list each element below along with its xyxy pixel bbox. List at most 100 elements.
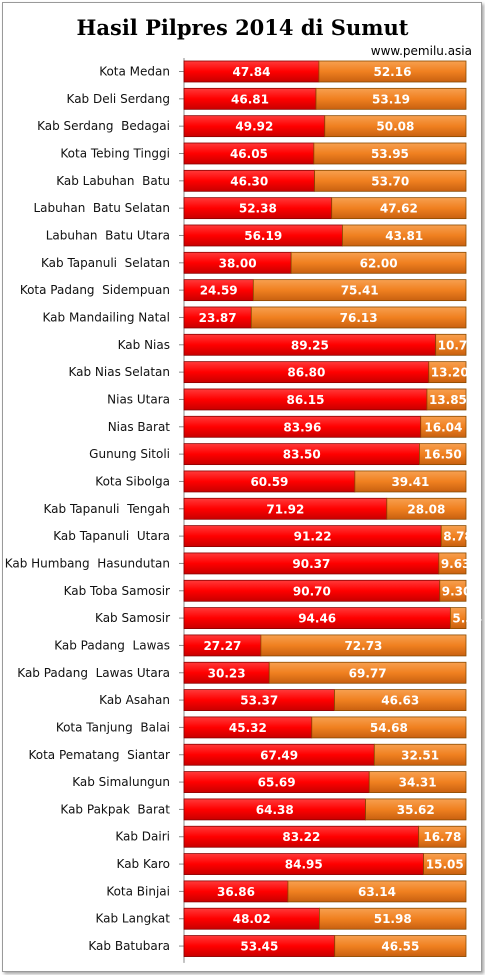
bar-segment-b: [331, 197, 467, 220]
data-label-b: 13.20: [431, 366, 469, 380]
category-label: Kab Padang Lawas Utara: [17, 666, 170, 680]
data-label-a: 64.38: [256, 803, 294, 817]
data-label-a: 27.27: [203, 639, 241, 653]
bar-segment-b: [314, 169, 467, 192]
data-label-b: 62.00: [360, 256, 398, 270]
category-label: Kab Pakpak Barat: [60, 802, 170, 816]
data-label-b: 43.81: [385, 229, 423, 243]
category-label: Kota Pematang Siantar: [28, 748, 170, 762]
category-label: Kab Tapanuli Tengah: [44, 502, 170, 516]
data-label-a: 90.37: [292, 557, 330, 571]
data-label-b: 16.04: [424, 420, 462, 434]
data-label-b: 34.31: [399, 776, 437, 790]
category-label: Kab Padang Lawas: [54, 638, 170, 652]
category-label: Kab Toba Samosir: [64, 584, 170, 598]
data-label-b: 5.54: [452, 612, 482, 626]
data-label-b: 39.41: [391, 475, 429, 489]
bar-segment-b: [250, 306, 467, 329]
category-label: Nias Barat: [108, 420, 171, 434]
data-label-a: 46.81: [231, 92, 269, 106]
data-label-b: 9.63: [441, 557, 471, 571]
category-label: Kota Sibolga: [95, 474, 170, 488]
bar-segment-b: [287, 880, 467, 903]
category-label: Kab Dairi: [115, 830, 170, 844]
bar-segment-b: [365, 798, 467, 821]
data-label-a: 38.00: [219, 256, 257, 270]
category-label: Kab Karo: [117, 857, 170, 871]
data-label-a: 56.19: [244, 229, 282, 243]
data-label-a: 67.49: [260, 748, 298, 762]
bar-segment-b: [420, 415, 467, 438]
data-label-b: 53.95: [371, 147, 409, 161]
bar-segment-b: [439, 579, 467, 602]
data-label-b: 50.08: [376, 120, 414, 134]
data-label-a: 49.92: [235, 120, 273, 134]
data-label-a: 65.69: [258, 776, 296, 790]
data-label-a: 86.80: [287, 366, 325, 380]
bar-segment-b: [252, 279, 467, 302]
data-label-a: 47.84: [232, 65, 270, 79]
bar-segment-b: [435, 333, 467, 356]
data-label-a: 52.38: [239, 202, 277, 216]
data-label-a: 53.37: [240, 694, 278, 708]
data-label-a: 24.59: [200, 284, 238, 298]
bar-segment-b: [311, 716, 467, 739]
data-label-a: 23.87: [199, 311, 237, 325]
data-label-a: 91.22: [294, 530, 332, 544]
data-label-b: 69.77: [349, 666, 387, 680]
data-label-a: 90.70: [293, 584, 331, 598]
category-label: Gunung Sitoli: [89, 447, 170, 461]
bar-segment-b: [290, 251, 467, 274]
data-label-a: 83.50: [283, 448, 321, 462]
data-label-a: 89.25: [291, 338, 329, 352]
category-label: Kota Padang Sidempuan: [20, 283, 170, 297]
category-label: Labuhan Batu Utara: [46, 228, 170, 242]
data-label-b: 53.19: [372, 92, 410, 106]
bar-segment-b: [426, 388, 467, 411]
data-label-b: 15.05: [426, 858, 464, 872]
data-label-a: 83.96: [283, 420, 321, 434]
bar-segment-b: [313, 142, 467, 165]
bar-segment-b: [315, 87, 467, 110]
data-label-a: 45.32: [229, 721, 267, 735]
data-label-b: 53.70: [371, 174, 409, 188]
category-label: Kab Samosir: [95, 611, 170, 625]
data-label-b: 13.85: [429, 393, 467, 407]
data-label-b: 72.73: [344, 639, 382, 653]
bar-segment-b: [386, 497, 467, 520]
bar-segment-b: [428, 361, 467, 384]
category-label: Kab Langkat: [95, 912, 170, 926]
data-label-a: 30.23: [208, 666, 246, 680]
category-label: Kota Tebing Tinggi: [60, 146, 170, 160]
bar-segment-b: [319, 907, 467, 930]
data-label-b: 63.14: [358, 885, 396, 899]
category-label: Nias Utara: [107, 392, 170, 406]
data-label-a: 71.92: [266, 502, 304, 516]
data-label-a: 53.45: [240, 940, 278, 954]
data-label-b: 46.55: [381, 940, 419, 954]
category-label: Kab Serdang Bedagai: [37, 119, 170, 133]
data-label-b: 8.78: [443, 530, 473, 544]
bar-segment-b: [418, 825, 467, 848]
data-label-b: 51.98: [374, 912, 412, 926]
data-label-b: 52.16: [373, 65, 411, 79]
bar-segment-b: [334, 689, 467, 711]
data-label-b: 28.08: [407, 502, 445, 516]
bar-segment-b: [423, 853, 467, 875]
category-label: Kab Nias: [118, 338, 170, 352]
category-label: Kab Tapanuli Utara: [53, 529, 170, 543]
data-label-a: 48.02: [233, 912, 271, 926]
category-label: Kab Mandailing Natal: [43, 310, 171, 324]
bar-segment-b: [449, 607, 467, 629]
category-label: Kab Tapanuli Selatan: [41, 256, 170, 270]
category-label: Kota Binjai: [106, 884, 170, 898]
data-label-a: 86.15: [286, 393, 324, 407]
bar-segment-b: [419, 443, 467, 466]
category-label: Kab Asahan: [99, 693, 170, 707]
category-label: Kab Humbang Hasundutan: [5, 556, 170, 570]
bar-segment-b: [324, 115, 467, 138]
bar-segment-b: [368, 771, 467, 793]
category-label: Kab Labuhan Batu: [56, 174, 170, 188]
category-label: Kota Tanjung Balai: [56, 720, 170, 734]
